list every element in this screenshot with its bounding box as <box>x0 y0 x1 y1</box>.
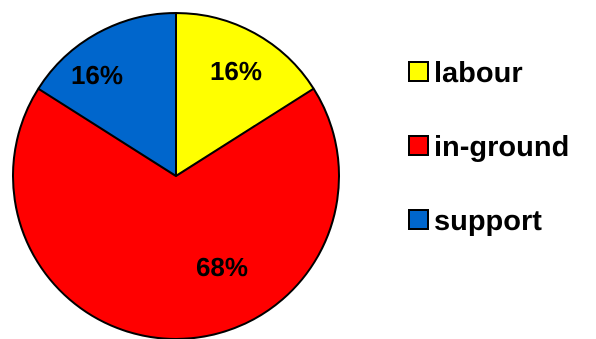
legend-label-in-ground: in-ground <box>434 131 569 163</box>
pie-slice-labour <box>175 12 315 177</box>
legend-swatch-support <box>408 209 429 230</box>
slice-label-in-ground: 68% <box>196 252 248 282</box>
pie-slice-labels: 16% 68% 16% <box>71 56 262 282</box>
legend-swatch-in-ground <box>408 135 429 156</box>
pie-slice-support <box>37 12 177 177</box>
slice-label-labour: 16% <box>210 56 262 86</box>
pie-slices <box>12 12 340 339</box>
legend-label-labour: labour <box>434 57 523 89</box>
legend-swatch-labour <box>408 61 429 82</box>
legend: labour in-ground support <box>408 57 569 237</box>
slice-label-support: 16% <box>71 60 123 90</box>
legend-label-support: support <box>434 205 542 237</box>
